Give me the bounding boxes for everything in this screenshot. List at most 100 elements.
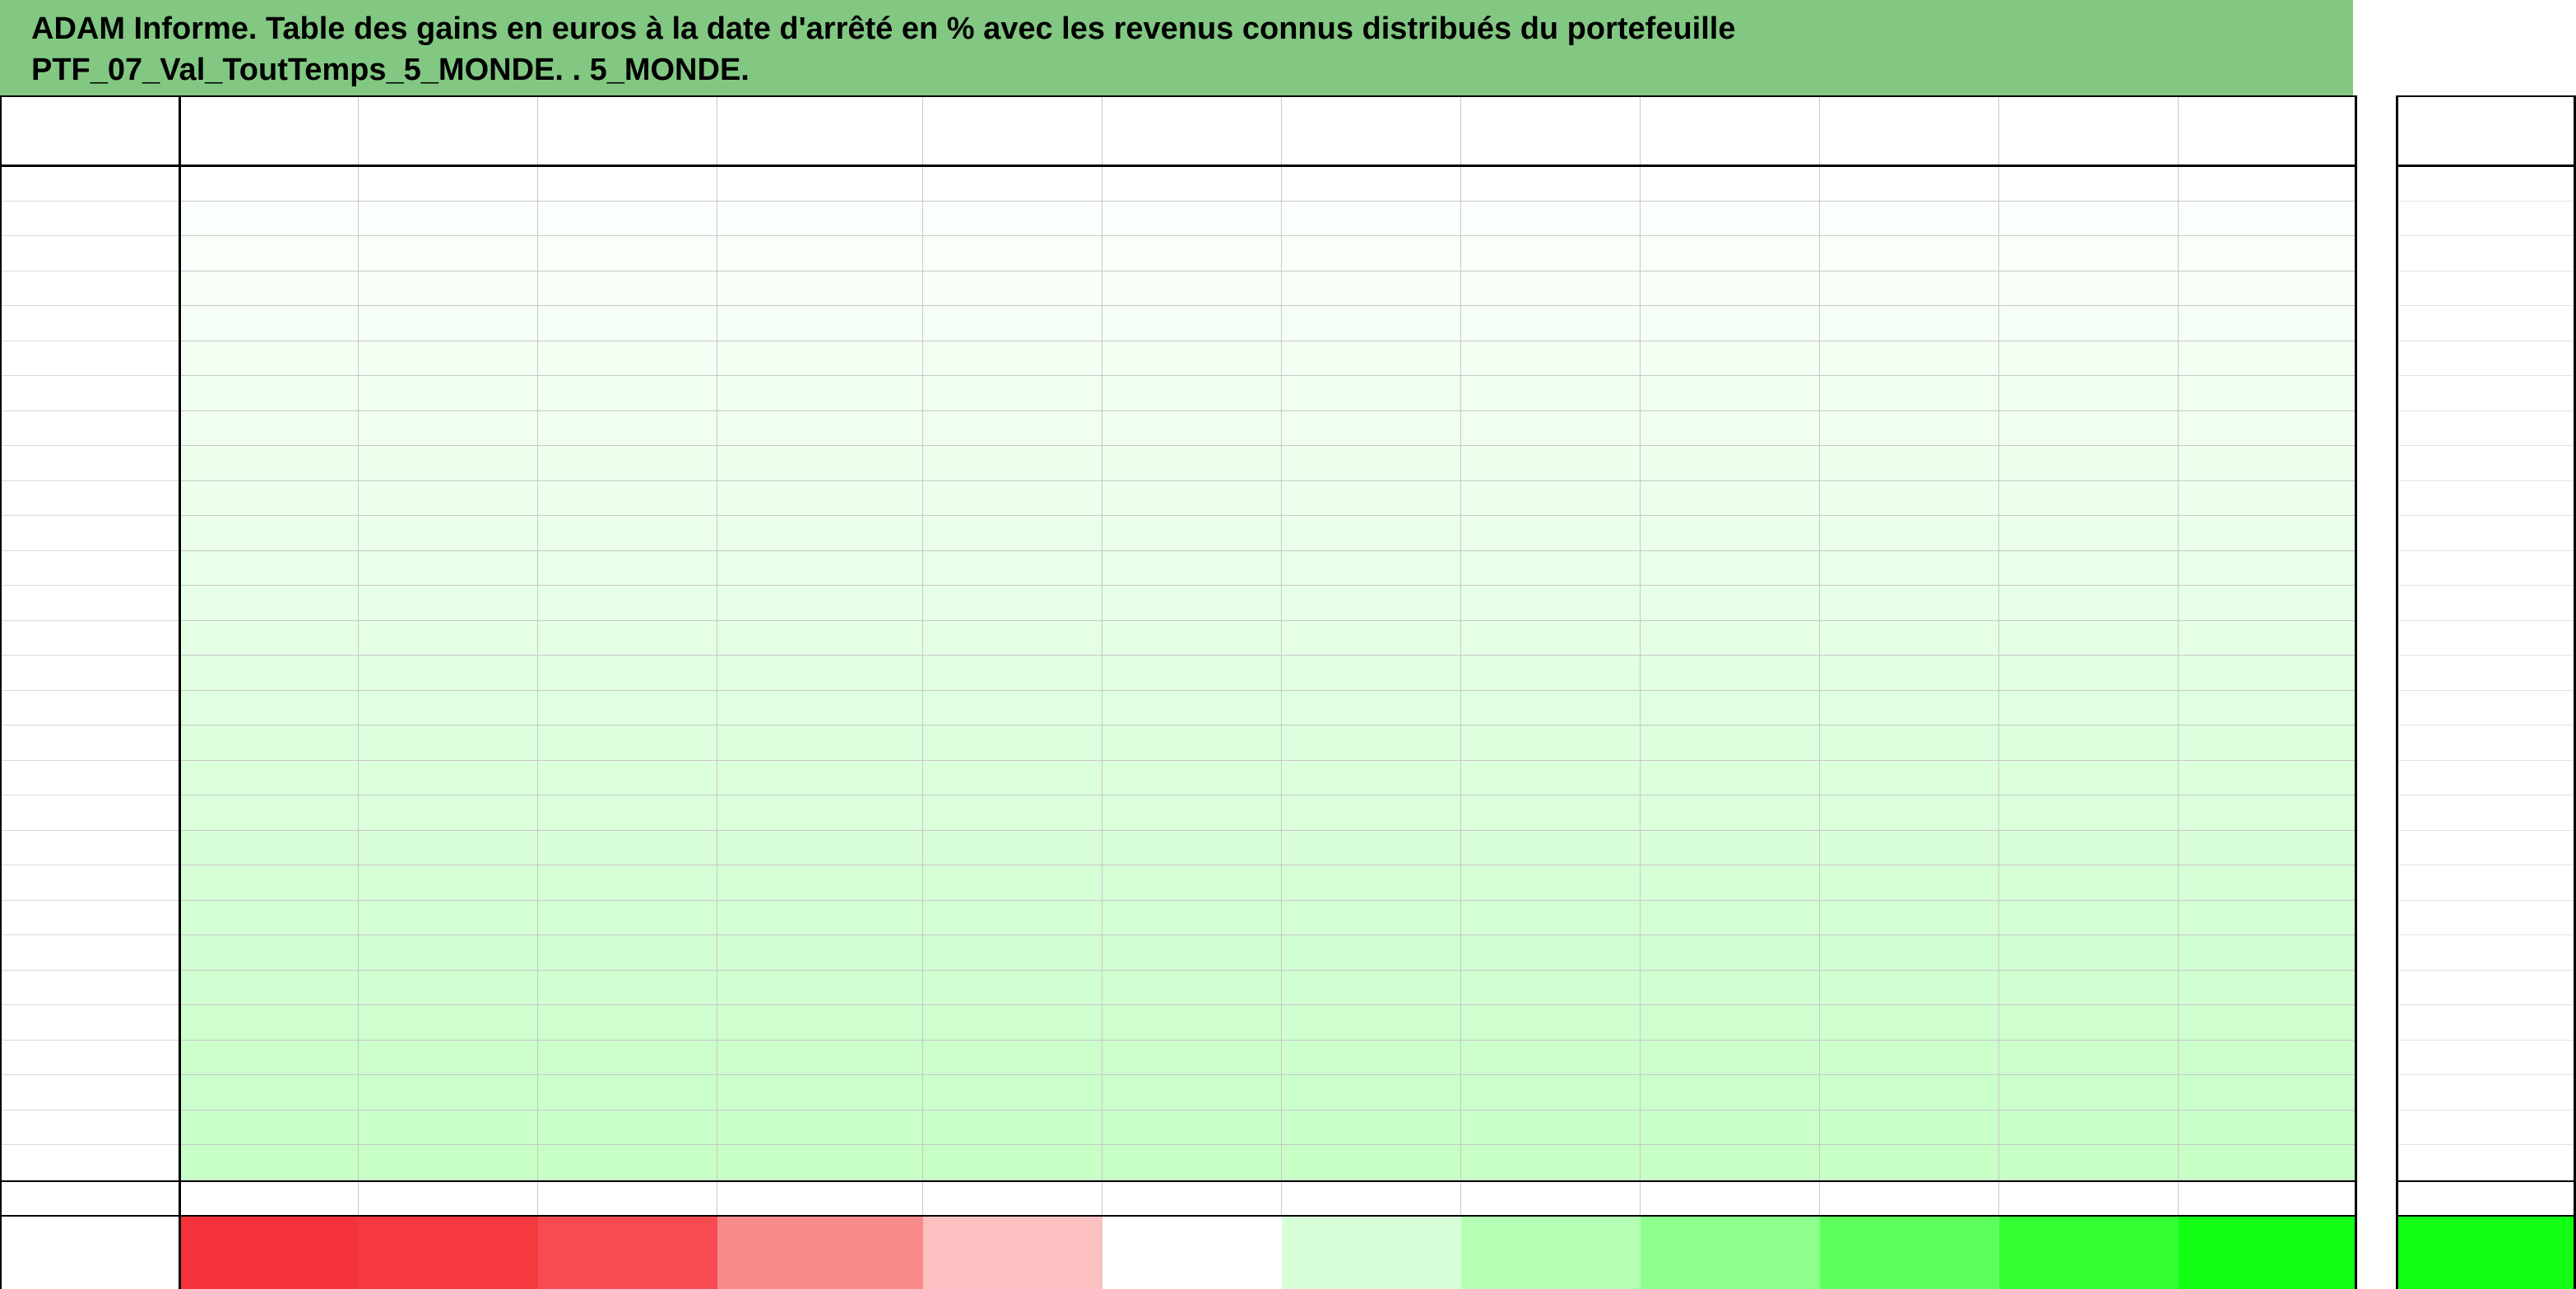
table-cell	[2179, 656, 2356, 691]
table-cell	[2179, 1040, 2356, 1075]
table-cell	[1820, 1145, 1999, 1180]
year-label	[0, 621, 179, 656]
color-scale-step	[923, 1216, 1102, 1289]
table-cell	[1102, 271, 1282, 306]
table-cell	[179, 306, 359, 341]
table-cell	[1102, 865, 1282, 901]
table-cell	[1282, 900, 1461, 935]
table-cell	[923, 1075, 1102, 1110]
table-cell	[179, 550, 359, 586]
summary-cell	[1461, 1181, 1641, 1215]
table-cell	[923, 690, 1102, 726]
table-cell	[923, 865, 1102, 901]
table-cell	[1102, 760, 1282, 795]
month-header	[717, 95, 923, 165]
rate-cell	[2396, 376, 2576, 411]
table-cell	[1461, 656, 1641, 691]
table-cell	[717, 1145, 923, 1180]
year-label	[0, 971, 179, 1005]
table-cell	[1461, 795, 1641, 831]
table-cell	[1461, 306, 1641, 341]
table-cell	[717, 900, 923, 935]
table-cell	[1461, 1040, 1641, 1075]
table-cell	[1461, 586, 1641, 621]
month-header	[1820, 95, 1999, 165]
table-cell	[179, 935, 359, 971]
table-cell	[538, 410, 717, 446]
table-cell	[179, 410, 359, 446]
year-label	[0, 656, 179, 691]
table-cell	[717, 236, 923, 271]
table-cell	[1999, 935, 2179, 971]
table-cell	[1820, 865, 1999, 901]
table-cell	[717, 341, 923, 376]
table-cell	[1820, 726, 1999, 761]
table-cell	[1282, 341, 1461, 376]
table-cell	[179, 236, 359, 271]
table-cell	[1641, 656, 1820, 691]
table-cell	[717, 1005, 923, 1041]
table-cell	[538, 306, 717, 341]
table-cell	[2179, 236, 2356, 271]
grid-line	[0, 95, 2, 1289]
table-cell	[717, 970, 923, 1005]
table-cell	[1641, 1075, 1820, 1110]
table-cell	[1641, 201, 1820, 236]
table-cell	[1999, 516, 2179, 551]
table-cell	[717, 935, 923, 971]
table-cell	[1102, 446, 1282, 481]
table-cell	[1820, 341, 1999, 376]
table-cell	[1820, 620, 1999, 656]
table-cell	[717, 760, 923, 795]
table-cell	[1820, 306, 1999, 341]
table-cell	[1461, 341, 1641, 376]
color-scale-step	[1820, 1216, 1999, 1289]
table-cell	[1820, 760, 1999, 795]
table-cell	[359, 830, 538, 865]
table-cell	[1102, 620, 1282, 656]
table-cell	[538, 586, 717, 621]
table-cell	[179, 341, 359, 376]
table-cell	[1641, 516, 1820, 551]
title-line-1: ADAM Informe. Table des gains en euros à…	[31, 12, 1736, 46]
table-cell	[538, 760, 717, 795]
grid-line	[0, 165, 2356, 167]
table-cell	[359, 166, 538, 202]
table-cell	[1102, 1145, 1282, 1180]
table-cell	[2179, 726, 2356, 761]
grid-line	[2396, 165, 2576, 167]
table-cell	[1102, 1075, 1282, 1110]
month-header	[359, 95, 538, 165]
rate-cell	[2396, 691, 2576, 726]
table-cell	[1641, 480, 1820, 516]
table-cell	[2179, 410, 2356, 446]
table-cell	[359, 201, 538, 236]
table-cell	[2179, 620, 2356, 656]
year-label	[0, 376, 179, 411]
year-label	[0, 1075, 179, 1110]
table-cell	[1820, 236, 1999, 271]
table-cell	[538, 620, 717, 656]
table-cell	[1641, 586, 1820, 621]
rate-cell	[2396, 865, 2576, 901]
grid-line	[2396, 1214, 2576, 1217]
table-cell	[1999, 656, 2179, 691]
table-cell	[179, 1005, 359, 1041]
rate-cell	[2396, 202, 2576, 236]
table-cell	[179, 480, 359, 516]
table-cell	[1461, 830, 1641, 865]
summary-cell	[1820, 1181, 1999, 1215]
rate-cell	[2396, 935, 2576, 971]
table-cell	[1282, 1110, 1461, 1145]
table-cell	[538, 446, 717, 481]
table-cell	[179, 830, 359, 865]
month-header	[1999, 95, 2179, 165]
table-cell	[2179, 166, 2356, 202]
table-cell	[359, 341, 538, 376]
table-cell	[359, 1040, 538, 1075]
table-cell	[1461, 376, 1641, 411]
table-cell	[1820, 795, 1999, 831]
color-scale-rate	[2396, 1216, 2576, 1289]
table-cell	[1102, 900, 1282, 935]
table-cell	[923, 586, 1102, 621]
